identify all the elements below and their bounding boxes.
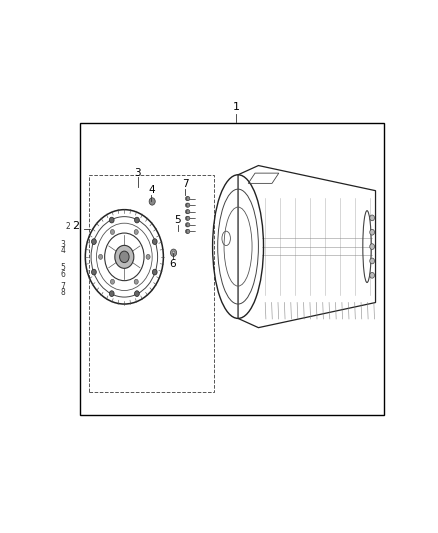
Text: 3: 3 <box>134 168 141 177</box>
Text: 5: 5 <box>61 263 66 272</box>
Circle shape <box>370 258 374 264</box>
Circle shape <box>185 203 189 207</box>
Circle shape <box>370 272 374 278</box>
Circle shape <box>115 245 134 268</box>
Circle shape <box>134 279 138 284</box>
Circle shape <box>110 279 114 284</box>
Bar <box>88 175 214 392</box>
Text: 2: 2 <box>66 222 71 231</box>
Bar <box>80 124 384 415</box>
Circle shape <box>152 239 157 245</box>
Circle shape <box>185 209 189 214</box>
Circle shape <box>149 198 155 205</box>
Text: 4: 4 <box>61 246 66 255</box>
Circle shape <box>370 215 374 221</box>
Circle shape <box>187 203 190 207</box>
Circle shape <box>187 223 190 227</box>
Circle shape <box>187 229 190 233</box>
Text: 3: 3 <box>61 240 66 249</box>
Text: 5: 5 <box>174 215 181 225</box>
Circle shape <box>110 291 114 296</box>
Circle shape <box>146 254 150 260</box>
Text: 6: 6 <box>170 259 176 269</box>
Circle shape <box>134 291 139 296</box>
Circle shape <box>185 216 189 220</box>
Circle shape <box>172 251 175 254</box>
Text: 6: 6 <box>61 270 66 279</box>
Circle shape <box>370 244 374 249</box>
Text: 7: 7 <box>61 282 66 291</box>
Circle shape <box>187 209 190 214</box>
Circle shape <box>152 269 157 275</box>
Circle shape <box>187 197 190 200</box>
Circle shape <box>185 229 189 233</box>
Circle shape <box>134 217 139 223</box>
Text: 7: 7 <box>182 179 189 189</box>
Circle shape <box>185 223 189 227</box>
Circle shape <box>370 229 374 235</box>
Circle shape <box>134 230 138 235</box>
Circle shape <box>99 254 102 260</box>
Text: 8: 8 <box>61 288 66 297</box>
Circle shape <box>110 230 114 235</box>
Circle shape <box>110 217 114 223</box>
Text: 4: 4 <box>148 185 155 196</box>
Text: 1: 1 <box>233 102 240 112</box>
Text: 2: 2 <box>72 221 79 231</box>
Circle shape <box>92 239 96 245</box>
Circle shape <box>120 251 129 263</box>
Circle shape <box>92 269 96 275</box>
Circle shape <box>170 249 177 256</box>
Circle shape <box>187 216 190 220</box>
Circle shape <box>185 197 189 200</box>
